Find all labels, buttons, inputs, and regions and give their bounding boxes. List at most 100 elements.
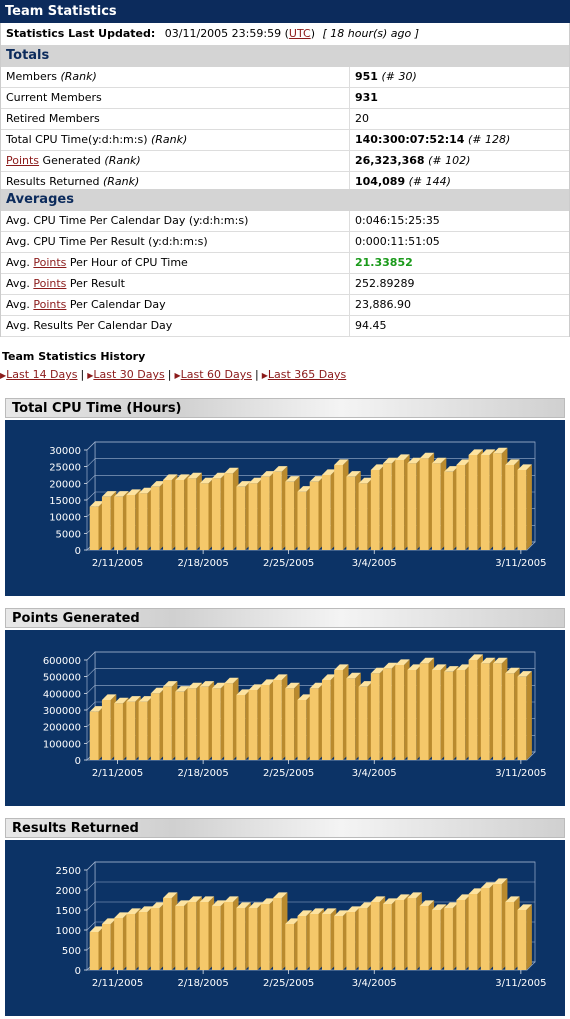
value-number: 140:300:07:52:14 [355,133,465,146]
totals-row-value: 140:300:07:52:14 (# 128) [349,130,510,150]
averages-row-label: Avg. CPU Time Per Result (y:d:h:m:s) [6,232,208,252]
last-updated-datetime: 03/11/2005 23:59:59 [164,27,282,40]
totals-row: Points Generated (Rank) 26,323,368 (# 102… [1,151,569,172]
y-tick-label: 1500 [56,906,81,917]
points-chart: 0 100000 200000 300000 400000 500000 600000 2/1… [5,630,565,806]
value-number: 94.45 [355,319,387,332]
value-number: 931 [355,91,378,104]
triangle-right-icon: ▶ [174,371,181,380]
x-tick-label: 3/4/2005 [352,978,397,989]
averages-row-value: 94.45 [349,316,387,336]
rank-value: (# 128) [467,133,511,146]
rank-label: (Rank) [104,154,141,167]
averages-row-value: 0:046:15:25:35 [349,211,440,231]
label-text: Avg. CPU Time Per Result (y:d:h:m:s) [6,235,208,248]
averages-row: Avg. Points Per Calendar Day 23,886.90 [1,295,569,316]
points-link[interactable]: Points [33,277,67,290]
averages-table: Averages Avg. CPU Time Per Calendar Day … [0,189,570,337]
label-text: Avg. [6,256,30,269]
x-tick-label: 3/11/2005 [495,768,546,779]
label-text: Avg. [6,298,30,311]
rank-label: (Rank) [102,175,140,188]
rank-value: (# 30) [381,70,417,83]
points-link[interactable]: Points [6,154,40,167]
y-tick-label: 0 [75,966,81,977]
totals-row-label: Total CPU Time(y:d:h:m:s) (Rank) [6,130,187,150]
totals-table: Totals Members (Rank) 951 (# 30) Current M… [0,45,570,193]
points-link[interactable]: Points [33,298,67,311]
totals-row-text: Current Members [6,91,102,104]
rank-value: (# 144) [408,175,451,188]
cpu-chart: 0 5000 10000 15000 20000 25000 30000 2/11/2005 2… [5,420,565,596]
averages-heading: Averages [1,189,569,211]
x-tick-label: 2/18/2005 [177,558,228,569]
bar [517,464,532,550]
averages-row-label: Avg. Points Per Result [6,274,125,294]
rank-label: (Rank) [60,70,97,83]
totals-row-label: Retired Members [6,109,100,129]
y-tick-label: 0 [75,546,81,557]
bar [517,671,532,760]
link-separator: | [80,368,85,381]
x-tick-label: 3/11/2005 [495,558,546,569]
points-link[interactable]: Points [33,256,67,269]
page-title: Team Statistics [0,0,570,23]
averages-row-label: Avg. Points Per Calendar Day [6,295,166,315]
y-tick-label: 25000 [49,463,81,474]
totals-row-value: 26,323,368 (# 102) [349,151,470,171]
averages-row-label: Avg. Results Per Calendar Day [6,316,172,336]
y-tick-label: 10000 [49,513,81,524]
rank-value: (# 102) [428,154,471,167]
y-tick-label: 2500 [56,866,81,877]
cpu-chart-header: Total CPU Time (Hours) [5,398,565,418]
label-text: Avg. CPU Time Per Calendar Day (y:d:h:m:… [6,214,249,227]
y-tick-label: 30000 [49,446,81,457]
y-tick-label: 5000 [56,529,81,540]
averages-row: Avg. CPU Time Per Result (y:d:h:m:s) 0:00… [1,232,569,253]
totals-row-text: Retired Members [6,112,100,125]
totals-row-label: Results Returned (Rank) [6,172,139,192]
range-link-3[interactable]: Last 365 Days [267,368,347,381]
totals-row-value: 104,089 (# 144) [349,172,451,192]
link-separator: | [167,368,172,381]
history-range-links: ▶Last 14 Days | ▶Last 30 Days | ▶Last 60 Day… [0,368,346,381]
totals-row-text: Generated [42,154,101,167]
averages-row-value: 23,886.90 [349,295,411,315]
y-tick-label: 20000 [49,479,81,490]
range-link-2[interactable]: Last 60 Days [180,368,252,381]
averages-row-value: 252.89289 [349,274,415,294]
range-link-0[interactable]: Last 14 Days [6,368,78,381]
value-number: 23,886.90 [355,298,411,311]
totals-row-value: 951 (# 30) [349,67,417,87]
y-tick-label: 15000 [49,496,81,507]
x-tick-label: 3/4/2005 [352,558,397,569]
totals-row: Retired Members 20 [1,109,569,130]
x-tick-label: 2/11/2005 [92,768,143,779]
totals-heading: Totals [1,45,569,67]
totals-row-text: Results Returned [6,175,100,188]
x-tick-label: 2/11/2005 [92,558,143,569]
x-tick-label: 2/11/2005 [92,978,143,989]
totals-row: Total CPU Time(y:d:h:m:s) (Rank) 140:300:… [1,130,569,151]
averages-row-value: 21.33852 [349,253,413,273]
range-link-1[interactable]: Last 30 Days [93,368,165,381]
averages-row: Avg. Points Per Hour of CPU Time 21.33852 [1,253,569,274]
link-separator: | [254,368,259,381]
results-chart: 0 500 1000 1500 2000 2500 2/11/2005 2/18/2005 2/… [5,840,565,1016]
label-text: Avg. Results Per Calendar Day [6,319,173,332]
totals-row-value: 20 [349,109,369,129]
totals-row-label: Current Members [6,88,102,108]
y-tick-label: 400000 [43,689,81,700]
y-tick-label: 500000 [43,673,81,684]
x-tick-label: 2/25/2005 [263,978,314,989]
x-tick-label: 2/18/2005 [177,978,228,989]
value-number: 951 [355,70,378,83]
history-title: Team Statistics History [2,350,146,363]
y-tick-label: 200000 [43,723,81,734]
averages-row: Avg. Results Per Calendar Day 94.45 [1,316,569,337]
value-number: 0:046:15:25:35 [355,214,440,227]
label-text: Per Hour of CPU Time [69,256,188,269]
label-text: Per Calendar Day [69,298,166,311]
utc-link[interactable]: UTC [288,27,311,40]
totals-row-text: Total CPU Time(y:d:h:m:s) [6,133,148,146]
